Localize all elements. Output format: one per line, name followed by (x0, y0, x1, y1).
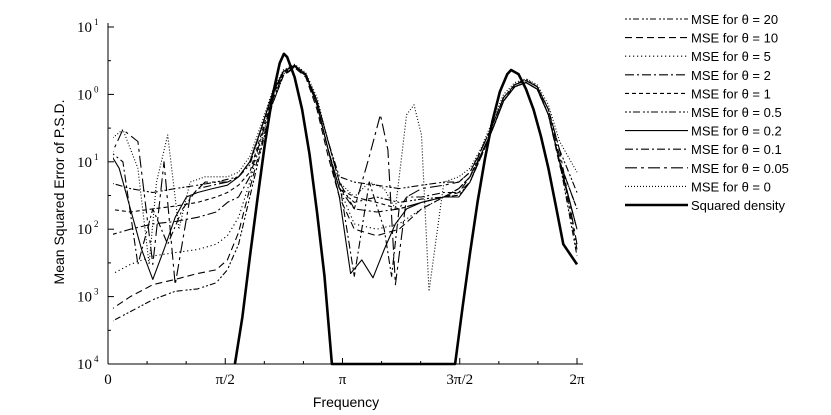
x-tick-label: π/2 (216, 372, 235, 388)
legend-label: MSE for θ = 0.2 (691, 124, 782, 139)
y-tick-exponent: 3 (94, 287, 99, 297)
x-tick-label: π (339, 372, 347, 388)
y-tick-exponent: 2 (94, 219, 99, 229)
series-line (113, 67, 578, 309)
legend-label: MSE for θ = 0.5 (691, 105, 782, 120)
legend-label: MSE for θ = 5 (691, 49, 771, 64)
series-line (113, 63, 578, 292)
y-tick-label: 10 (77, 222, 92, 238)
x-axis-title: Frequency (313, 394, 379, 410)
series-line (113, 64, 578, 286)
legend-label: MSE for θ = 0.05 (691, 161, 789, 176)
y-tick-label: 10 (77, 20, 92, 36)
axes: 10 110 010 110 210 310 40 π/2 π 3π/2 2π (77, 17, 585, 388)
series-line (113, 64, 578, 194)
legend-label: MSE for θ = 1 (691, 86, 771, 101)
legend-label: MSE for θ = 0.1 (691, 142, 782, 157)
series-line (113, 64, 578, 277)
y-tick-exponent: 1 (94, 17, 99, 27)
x-tick-label: 0 (104, 372, 112, 388)
legend-label: MSE for θ = 0 (691, 179, 771, 194)
legend-label: MSE for θ = 20 (691, 12, 778, 27)
y-tick-exponent: 1 (94, 152, 99, 162)
series-line (113, 65, 578, 280)
x-tick-label: 3π/2 (446, 372, 473, 388)
y-axis-title: Mean Squared Error of P.S.D. (51, 100, 67, 285)
y-tick-label: 10 (77, 87, 92, 103)
series-line (233, 52, 579, 366)
legend: MSE for θ = 20 MSE for θ = 10 MSE for θ = … (625, 12, 789, 213)
x-tick-label: 2π (569, 372, 585, 388)
y-tick-label: 10 (77, 357, 92, 373)
legend-label: MSE for θ = 10 (691, 31, 778, 46)
y-tick-label: 10 (77, 290, 92, 306)
y-tick-label: 10 (77, 155, 92, 171)
series-line (113, 65, 578, 213)
y-tick-exponent: 0 (94, 84, 99, 94)
legend-label: MSE for θ = 2 (691, 68, 771, 83)
legend-label: Squared density (691, 198, 785, 213)
series-group (113, 52, 579, 366)
y-tick-exponent: 4 (94, 354, 99, 364)
